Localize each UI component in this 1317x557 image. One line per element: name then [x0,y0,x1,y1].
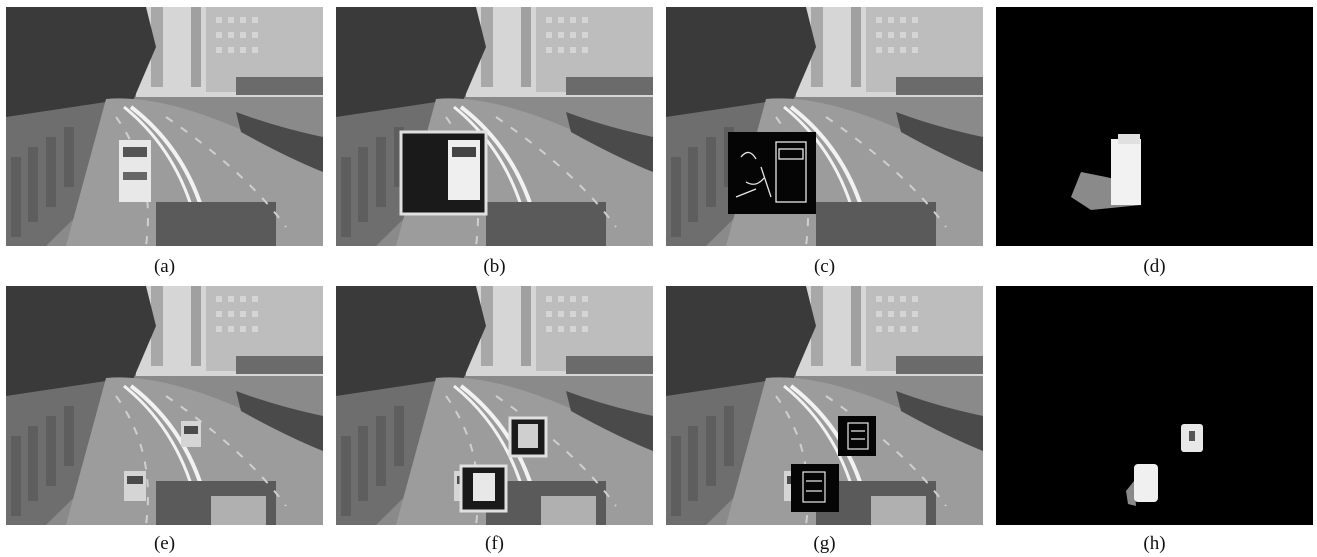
caption-f: (f) [485,533,504,554]
scene-image-g [666,286,983,525]
mask-background [996,7,1313,246]
panel-b [336,7,653,246]
panel-h [996,286,1313,525]
edge-box-2 [838,416,876,456]
panel-f [336,286,653,525]
caption-c: (c) [813,256,836,277]
panel-d [996,7,1313,246]
panel-c [666,7,983,246]
caption-h: (h) [1143,533,1166,554]
foreground-region [1111,139,1141,205]
mask-image-d [996,7,1313,246]
van [871,496,926,525]
scene-image-e [6,286,323,525]
panel-a [6,7,323,246]
scene-image-f [336,286,653,525]
van [541,496,596,525]
shadow-region-1 [1126,481,1136,506]
foreground-region-1 [1134,464,1158,502]
caption-e: (e) [153,533,176,554]
caption-d: (d) [1143,256,1166,277]
edge-box [728,132,816,214]
edge-box-1 [791,464,839,512]
scene-image-a [6,7,323,246]
mask-image-h [996,286,1313,525]
scene-image-b [336,7,653,246]
car [124,471,146,501]
panel-e [6,286,323,525]
caption-g: (g) [813,533,836,554]
scene-image-c [666,7,983,246]
van [211,496,266,525]
caption-b: (b) [483,256,506,277]
panel-g [666,286,983,525]
caption-a: (a) [153,256,176,277]
